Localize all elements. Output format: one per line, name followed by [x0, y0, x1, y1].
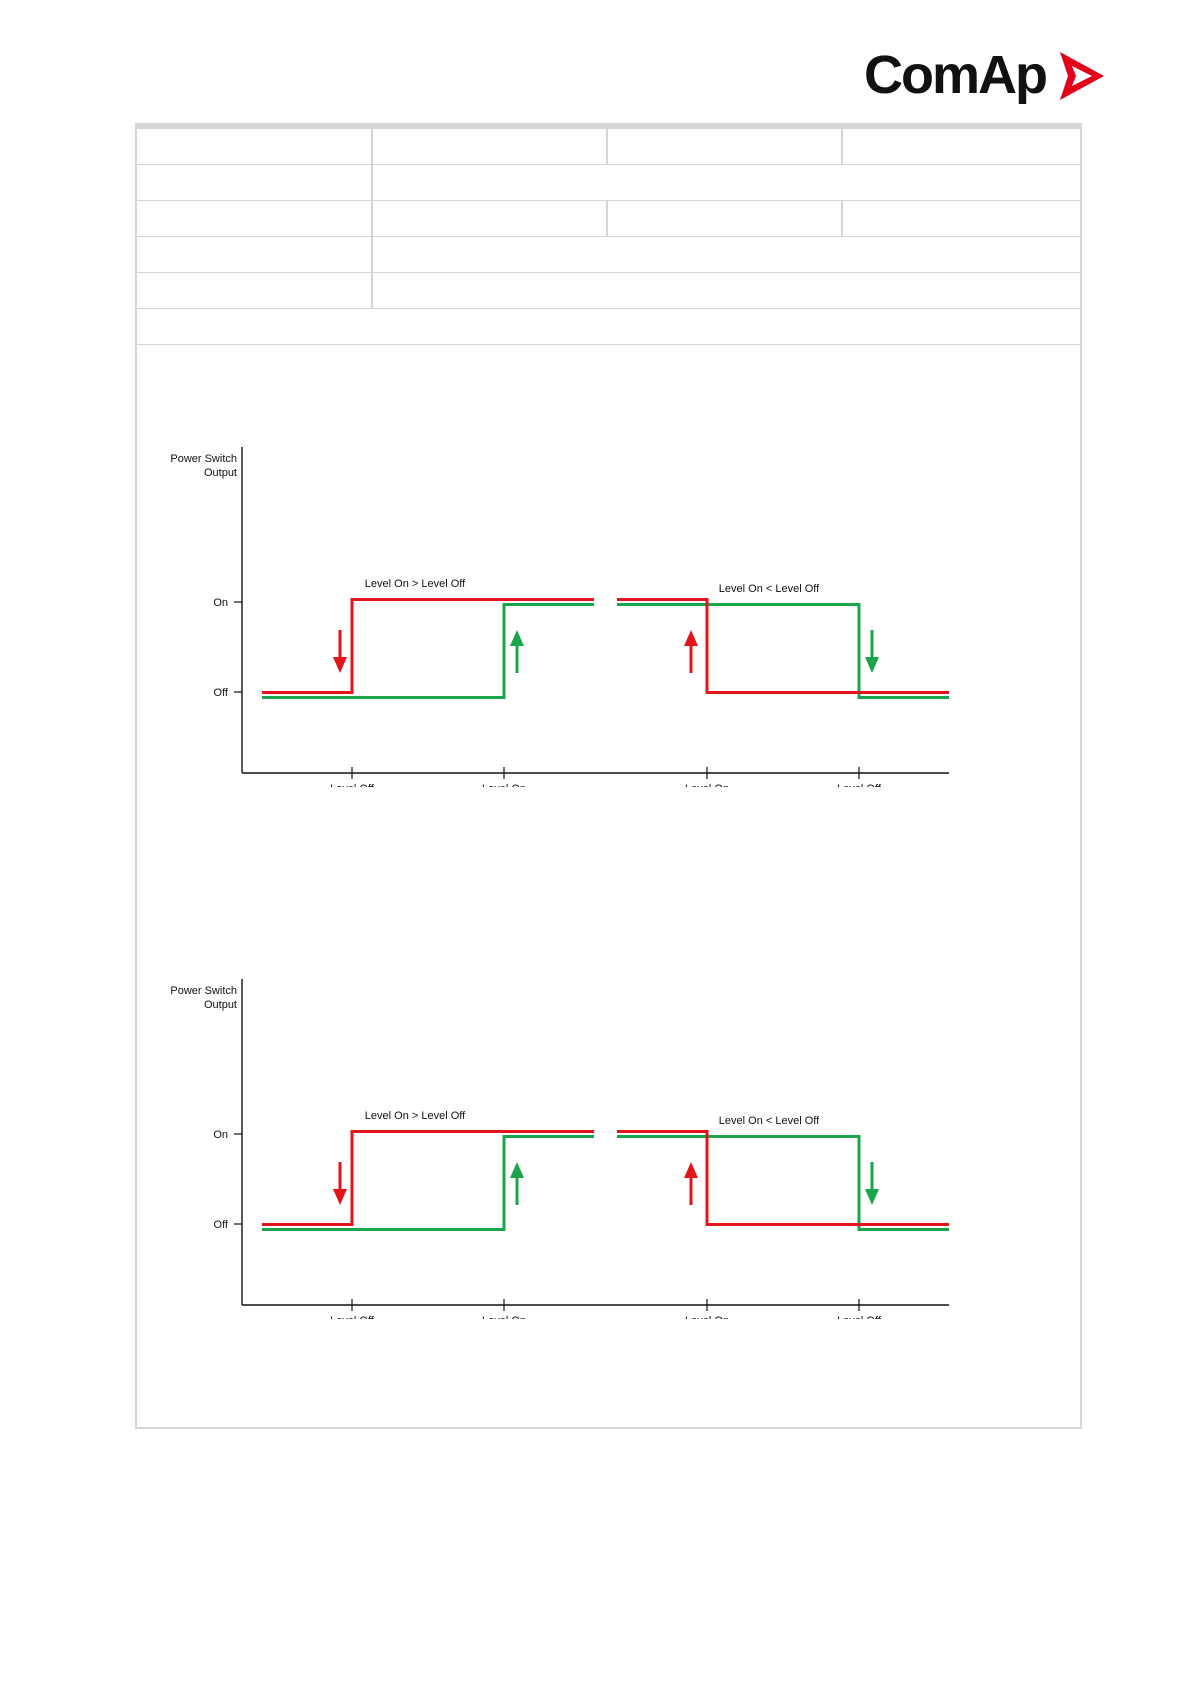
y-tick-label: On — [213, 1129, 228, 1141]
x-tick-label: Level On — [685, 783, 729, 787]
parameter-table — [137, 129, 1080, 345]
arrow-head-down-icon — [865, 1189, 879, 1205]
x-tick-label: Level Off — [330, 783, 375, 787]
arrow-head-up-icon — [510, 1162, 524, 1178]
x-tick-label: Level Off — [837, 1315, 882, 1319]
table-row — [137, 165, 1080, 201]
document-frame: Power Switch Output On Off Level Off Level On… — [135, 123, 1082, 1429]
arrow-head-down-icon — [333, 657, 347, 673]
table-cell — [373, 201, 608, 236]
y-axis-label: Power Switch — [170, 985, 237, 997]
table-cell — [137, 273, 373, 308]
y-tick-label: Off — [214, 687, 229, 699]
comap-logo: ComAp — [864, 42, 1109, 108]
arrow-head-down-icon — [865, 657, 879, 673]
table-cell — [373, 129, 608, 164]
panel-caption: Level On < Level Off — [719, 1115, 820, 1127]
table-row — [137, 309, 1080, 345]
hysteresis-chart-2: Power Switch Output On Off Level Off Level On… — [137, 979, 1080, 1319]
y-axis-label: Output — [204, 999, 237, 1011]
arrow-head-down-icon — [333, 1189, 347, 1205]
y-axis-label: Power Switch — [170, 453, 237, 465]
table-cell — [373, 165, 1080, 200]
table-cell — [137, 165, 373, 200]
series-line-red — [617, 598, 949, 694]
hysteresis-chart-1-svg: Power Switch Output On Off Level Off Level On… — [170, 447, 949, 787]
table-row — [137, 273, 1080, 309]
series-line-green — [617, 1135, 949, 1231]
x-tick-label: Level On — [685, 1315, 729, 1319]
y-tick-label: Off — [214, 1219, 229, 1231]
series-line-green — [262, 1135, 594, 1231]
series-line-green — [262, 603, 594, 699]
table-cell — [137, 201, 373, 236]
arrow-head-up-icon — [510, 630, 524, 646]
table-cell — [608, 201, 843, 236]
logo-wordmark: ComAp — [864, 45, 1048, 105]
panel-caption: Level On < Level Off — [719, 583, 820, 595]
table-cell — [137, 129, 373, 164]
table-cell — [608, 129, 843, 164]
table-cell — [373, 237, 1080, 272]
y-axis-label: Output — [204, 467, 237, 479]
x-tick-label: Level Off — [837, 783, 882, 787]
hysteresis-chart-2-svg: Power Switch Output On Off Level Off Level On… — [170, 979, 949, 1319]
panel-caption: Level On > Level Off — [365, 1110, 466, 1122]
x-tick-label: Level On — [482, 1315, 526, 1319]
logo-arrow-icon — [1060, 52, 1104, 100]
arrow-head-up-icon — [684, 1162, 698, 1178]
arrow-head-up-icon — [684, 630, 698, 646]
series-line-red — [617, 1130, 949, 1226]
table-cell — [373, 273, 1080, 308]
x-tick-label: Level On — [482, 783, 526, 787]
series-line-green — [617, 603, 949, 699]
hysteresis-chart-1: Power Switch Output On Off Level Off Level On… — [137, 447, 1080, 787]
table-row — [137, 129, 1080, 165]
series-line-red — [262, 598, 594, 694]
table-cell — [137, 309, 1080, 344]
panel-caption: Level On > Level Off — [365, 578, 466, 590]
table-row — [137, 237, 1080, 273]
series-line-red — [262, 1130, 594, 1226]
table-cell — [137, 237, 373, 272]
table-row — [137, 201, 1080, 237]
table-cell — [843, 201, 1080, 236]
x-tick-label: Level Off — [330, 1315, 375, 1319]
y-tick-label: On — [213, 597, 228, 609]
table-cell — [843, 129, 1080, 164]
